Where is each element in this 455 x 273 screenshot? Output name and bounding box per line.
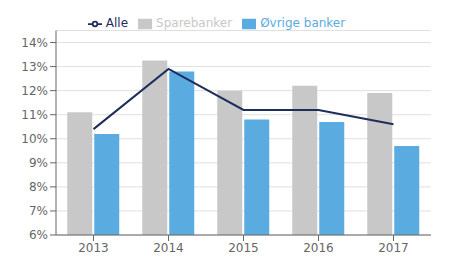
html-text:Sparebanker: Sparebanker [156,16,233,30]
svg-text:2014: 2014 [153,241,184,255]
svg-text:9%: 9% [29,156,48,170]
svg-text:2015: 2015 [228,241,259,255]
svg-text:7%: 7% [29,204,48,218]
html-text:Øvrige banker: Øvrige banker [260,16,346,30]
svg-text:14%: 14% [21,36,48,50]
svg-text:10%: 10% [21,132,48,146]
svg-text:6%: 6% [29,228,48,242]
svg-text:2017: 2017 [378,241,409,255]
svg-text:8%: 8% [29,180,48,194]
svg-text:11%: 11% [21,108,48,122]
html-text:Alle: Alle [105,16,129,30]
svg-text:12%: 12% [21,84,48,98]
svg-text:2016: 2016 [303,241,334,255]
svg-text:2013: 2013 [78,241,109,255]
svg-text:13%: 13% [21,60,48,74]
